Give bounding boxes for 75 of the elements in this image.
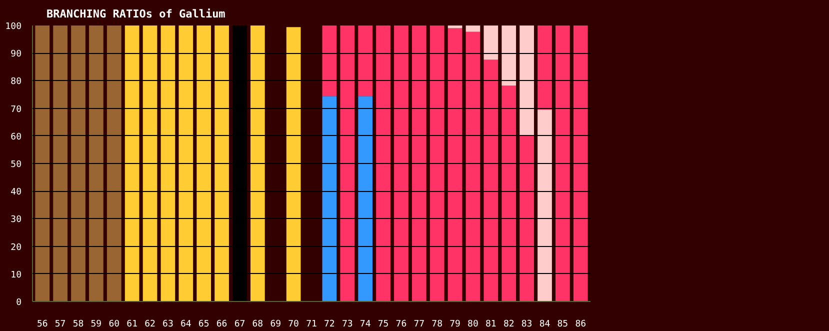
bar xyxy=(286,27,301,302)
bar xyxy=(412,26,426,302)
bar xyxy=(35,26,50,302)
x-tick-label: 75 xyxy=(378,320,389,330)
y-tick-label: 50 xyxy=(10,160,22,170)
x-tick-label: 77 xyxy=(414,320,425,330)
bar xyxy=(484,26,498,60)
x-tick-label: 60 xyxy=(108,320,120,330)
x-tick-label: 76 xyxy=(396,320,407,330)
bar xyxy=(214,26,229,302)
bar xyxy=(502,86,516,302)
x-tick-label: 78 xyxy=(432,320,443,330)
bar xyxy=(142,26,158,302)
bar xyxy=(502,26,516,86)
bar xyxy=(160,26,176,302)
y-tick-label: 30 xyxy=(10,215,22,226)
x-tick-label: 73 xyxy=(342,320,353,330)
bar xyxy=(520,135,534,302)
bar xyxy=(250,26,265,302)
x-tick-label: 86 xyxy=(575,320,586,330)
y-tick-label: 0 xyxy=(16,298,22,308)
bar xyxy=(124,26,140,302)
x-tick-label: 70 xyxy=(288,320,299,330)
bar xyxy=(466,26,480,32)
x-tick-label: 68 xyxy=(252,320,264,330)
x-tick-label: 65 xyxy=(198,320,210,330)
bar xyxy=(466,32,480,302)
y-tick-label: 80 xyxy=(10,77,22,88)
x-tick-label: 63 xyxy=(162,320,174,330)
bar xyxy=(106,26,122,302)
x-tick-label: 58 xyxy=(72,320,84,330)
chart-title: BRANCHING RATIOs of Gallium xyxy=(46,8,226,20)
x-tick-label: 83 xyxy=(521,320,532,330)
bar xyxy=(178,26,194,302)
x-tick-label: 81 xyxy=(486,320,496,330)
bar xyxy=(520,26,534,136)
x-tick-label: 57 xyxy=(54,320,66,330)
x-tick-label: 67 xyxy=(234,320,246,330)
x-tick-label: 64 xyxy=(180,320,192,330)
x-tick-label: 56 xyxy=(36,320,48,330)
x-tick-label: 72 xyxy=(324,320,335,330)
x-tick-label: 84 xyxy=(539,320,550,330)
bar xyxy=(89,26,104,302)
bar xyxy=(484,60,498,302)
y-tick-label: 10 xyxy=(10,270,22,280)
x-tick-label: 85 xyxy=(557,320,568,330)
y-tick-label: 40 xyxy=(10,188,22,198)
bar xyxy=(556,26,570,302)
y-tick-label: 70 xyxy=(10,104,22,115)
bar xyxy=(53,26,68,302)
y-tick-label: 90 xyxy=(10,50,22,60)
x-tick-label: 74 xyxy=(360,320,371,330)
bar xyxy=(394,26,408,302)
bar xyxy=(196,26,212,302)
bar xyxy=(71,26,86,302)
bar xyxy=(340,26,355,302)
x-tick-label: 82 xyxy=(503,320,514,330)
y-tick-label: 100 xyxy=(5,22,22,32)
x-tick-label: 79 xyxy=(450,320,460,330)
x-tick-label: 66 xyxy=(216,320,228,330)
y-tick-label: 20 xyxy=(10,242,22,253)
x-tick-label: 61 xyxy=(126,320,138,330)
x-tick-label: 59 xyxy=(90,320,102,330)
x-tick-label: 62 xyxy=(144,320,156,330)
bar xyxy=(358,96,373,302)
bar xyxy=(430,26,444,302)
x-tick-label: 71 xyxy=(306,320,317,330)
bar xyxy=(322,96,337,302)
x-tick-label: 80 xyxy=(468,320,478,330)
bar xyxy=(573,26,588,302)
bar xyxy=(376,26,390,302)
y-tick-label: 60 xyxy=(10,132,22,142)
bar xyxy=(448,26,462,28)
bar xyxy=(448,28,462,302)
x-tick-label: 69 xyxy=(270,320,282,330)
